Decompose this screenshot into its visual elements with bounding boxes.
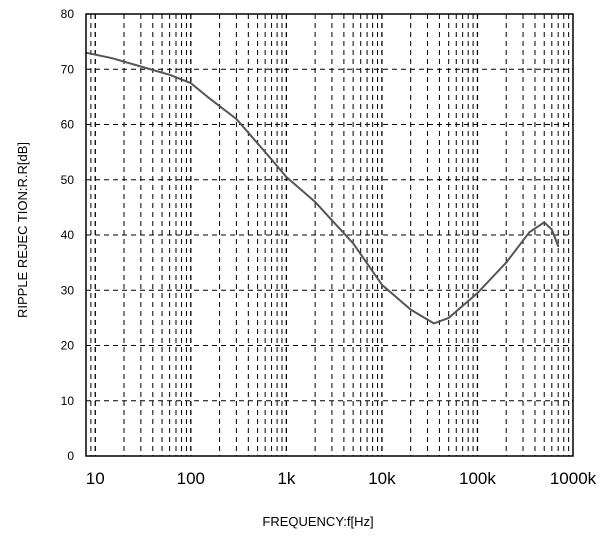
x-tick-label: 1000k (550, 469, 597, 488)
series-line (85, 51, 560, 325)
y-tick-labels: 0 10 20 30 40 50 60 70 80 (61, 7, 75, 463)
x-tick-label: 10 (86, 469, 105, 488)
x-axis-label: FREQUENCY:f[Hz] (262, 514, 373, 529)
x-tick-label: 100 (177, 469, 205, 488)
x-tick-label: 10k (368, 469, 396, 488)
y-axis-label: RIPPLE REJEC TION:R.R[dB] (15, 142, 30, 318)
x-tick-label: 100k (459, 469, 496, 488)
x-tick-label: 1k (277, 469, 295, 488)
y-tick-label: 40 (61, 228, 75, 242)
y-tick-label: 0 (67, 449, 74, 463)
y-tick-label: 60 (61, 118, 75, 132)
series-layer (85, 51, 560, 325)
y-tick-label: 50 (61, 173, 75, 187)
y-tick-label: 30 (61, 283, 75, 297)
x-tick-labels: 10 100 1k 10k 100k 1000k (86, 469, 597, 488)
y-tick-label: 80 (61, 7, 75, 21)
grid-lines (86, 14, 573, 456)
plot-frame (85, 13, 574, 457)
y-tick-label: 10 (61, 394, 75, 408)
y-tick-label: 70 (61, 62, 75, 76)
y-tick-label: 20 (61, 339, 75, 353)
